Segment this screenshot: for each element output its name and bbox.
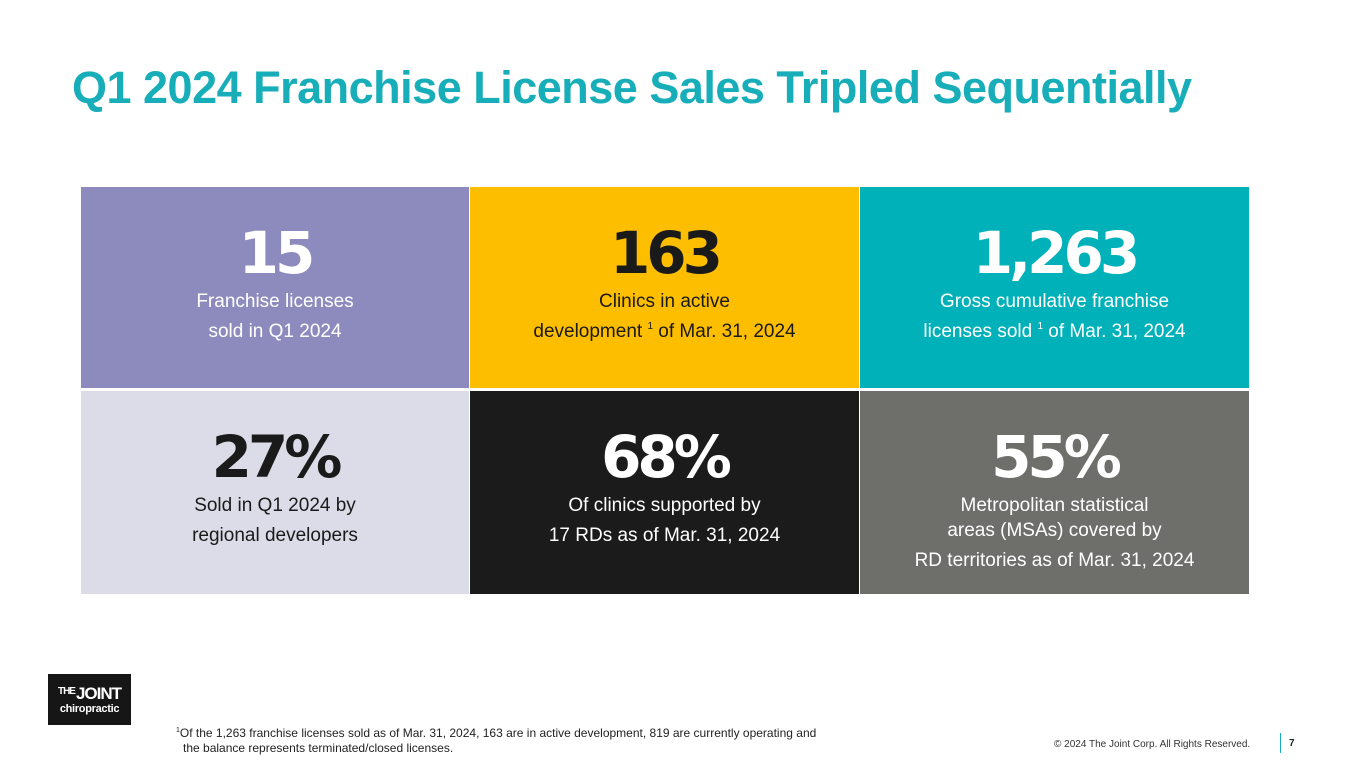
stat-value: 15 — [238, 219, 316, 287]
stat-description: Clinics in active development 1 of Mar. … — [533, 291, 796, 342]
stat-value: 163 — [609, 219, 723, 287]
page-number-divider — [1280, 733, 1281, 753]
page-number: 7 — [1289, 738, 1295, 749]
stat-description: Sold in Q1 2024 by regional developers — [192, 495, 358, 546]
stat-description: Gross cumulative franchise licenses sold… — [923, 291, 1186, 342]
copyright-notice: © 2024 The Joint Corp. All Rights Reserv… — [1054, 739, 1251, 750]
stat-tile-msa-coverage: 55% Metropolitan statistical areas (MSAs… — [860, 391, 1249, 594]
stat-value: 68% — [601, 423, 732, 491]
stat-tile-cumulative-licenses: 1,263 Gross cumulative franchise license… — [860, 187, 1249, 388]
stat-tile-licenses-sold: 15 Franchise licenses sold in Q1 2024 — [81, 187, 469, 388]
stat-value: 27% — [211, 423, 343, 491]
stats-grid: 15 Franchise licenses sold in Q1 2024 16… — [81, 187, 1249, 594]
footnote-marker: 1 — [176, 727, 180, 734]
stat-tile-regional-developers-share: 27% Sold in Q1 2024 by regional develope… — [81, 391, 469, 594]
footnote: 1Of the 1,263 franchise licenses sold as… — [176, 723, 936, 756]
logo-subtitle: chiropractic — [59, 703, 120, 715]
stat-value: 1,263 — [972, 219, 1140, 287]
stat-description: Of clinics supported by 17 RDs as of Mar… — [548, 495, 781, 546]
stat-value: 55% — [991, 423, 1122, 491]
footnote-line-2: the balance represents terminated/closed… — [183, 741, 454, 755]
stat-tile-clinics-supported: 68% Of clinics supported by 17 RDs as of… — [470, 391, 859, 594]
footnote-line-1: Of the 1,263 franchise licenses sold as … — [179, 726, 817, 740]
stat-description: Metropolitan statistical areas (MSAs) co… — [914, 495, 1195, 571]
stat-description: Franchise licenses sold in Q1 2024 — [196, 291, 354, 342]
logo-wordmark: THEJOINT — [57, 684, 122, 703]
stat-tile-clinics-in-development: 163 Clinics in active development 1 of M… — [470, 187, 859, 388]
joint-chiropractic-logo: THEJOINT chiropractic — [48, 674, 131, 725]
page-title: Q1 2024 Franchise License Sales Tripled … — [72, 62, 1192, 113]
